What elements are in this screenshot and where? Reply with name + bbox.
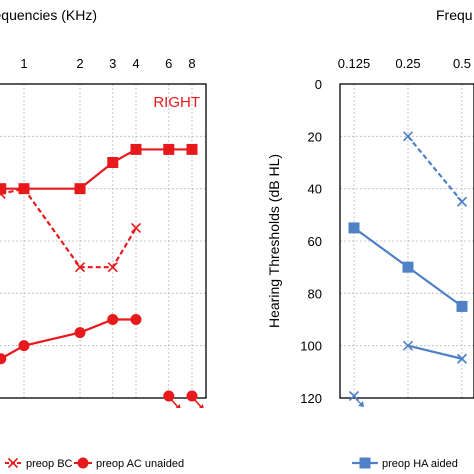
x-tick-label: 3 <box>109 56 116 71</box>
data-point <box>348 222 360 234</box>
x-tick-label: 2 <box>76 56 83 71</box>
x-tick-label: 0.125 <box>338 56 371 71</box>
data-point <box>348 390 364 407</box>
gridlines <box>0 83 206 399</box>
x-axis-title: Frequencies (KHz) <box>0 7 97 23</box>
data-point <box>0 188 6 199</box>
x-stroke <box>348 390 360 402</box>
y-tick-label: 20 <box>308 129 322 144</box>
y-tick-label: 120 <box>300 391 322 406</box>
series-line <box>407 344 463 360</box>
x-tick-label: 4 <box>132 56 139 71</box>
data-point <box>130 222 142 233</box>
data-point <box>18 183 30 194</box>
x-tick-label: 6 <box>165 56 172 71</box>
legend: preop BC preop AC unaided <box>5 457 184 470</box>
x-stroke <box>107 262 118 273</box>
x-stroke <box>130 222 142 233</box>
data-point <box>107 262 118 273</box>
arrow-head <box>175 404 181 408</box>
x-tick-label: 0.5 <box>453 56 471 71</box>
side-label-right: RIGHT <box>153 94 200 111</box>
series-line <box>407 135 463 203</box>
arrow-head <box>358 401 364 407</box>
plot-frame <box>339 83 474 399</box>
data-point <box>74 327 86 339</box>
series-line <box>0 148 192 190</box>
series-group <box>348 131 468 407</box>
data-point <box>402 131 414 142</box>
x-stroke <box>7 457 19 469</box>
arrow-head <box>199 404 204 408</box>
x-tick-label: 8 <box>188 56 195 71</box>
data-point <box>402 340 414 351</box>
x-stroke <box>402 131 414 142</box>
y-tick-label: 40 <box>308 182 322 197</box>
x-tick-label: 0.25 <box>395 56 420 71</box>
x-tick-label: 1 <box>20 56 27 71</box>
gridlines <box>340 83 474 399</box>
y-tick-label: 80 <box>308 286 322 301</box>
data-point <box>163 143 175 155</box>
legend-label: preop BC <box>26 458 73 470</box>
legend-marker <box>7 457 19 469</box>
x-stroke <box>456 196 468 207</box>
data-point <box>0 183 7 195</box>
y-tick-label: 60 <box>308 234 322 249</box>
left-ear-audiogram: 0.125 0.25 0.5 Frequ 0 20 40 60 80 100 120 Hearing … <box>266 7 474 470</box>
data-point <box>163 390 181 408</box>
legend-label: preop AC unaided <box>96 458 184 470</box>
x-stroke <box>74 262 86 273</box>
legend-marker <box>359 457 371 469</box>
no-response-circle <box>186 390 198 402</box>
data-point <box>186 390 204 408</box>
legend-marker <box>77 457 89 469</box>
data-point <box>74 183 86 195</box>
legend: preop HA aided <box>352 457 458 470</box>
data-point <box>402 261 414 273</box>
y-axis-title: Hearing Thresholds (dB HL) <box>266 154 282 328</box>
data-point <box>74 262 86 273</box>
legend-label: preop HA aided <box>382 458 458 470</box>
data-point <box>18 340 30 352</box>
data-point <box>456 300 468 312</box>
x-stroke <box>0 188 6 196</box>
data-point <box>130 314 142 325</box>
x-axis-title: Frequ <box>436 7 473 23</box>
data-point <box>107 157 119 168</box>
series-line <box>0 187 137 269</box>
data-point <box>186 143 198 155</box>
data-point <box>456 353 468 364</box>
data-point <box>107 314 119 325</box>
x-stroke <box>456 353 468 364</box>
data-point <box>130 143 142 155</box>
plot-frame <box>0 83 207 399</box>
x-stroke <box>402 340 414 351</box>
series-line <box>0 318 136 360</box>
data-point <box>0 353 7 365</box>
no-response-circle <box>163 390 175 402</box>
series-group <box>0 143 204 408</box>
y-tick-label: 0 <box>315 77 322 92</box>
x-stroke <box>18 183 30 194</box>
y-tick-label: 100 <box>300 339 322 354</box>
data-point <box>456 196 468 207</box>
no-response-x <box>348 390 360 402</box>
